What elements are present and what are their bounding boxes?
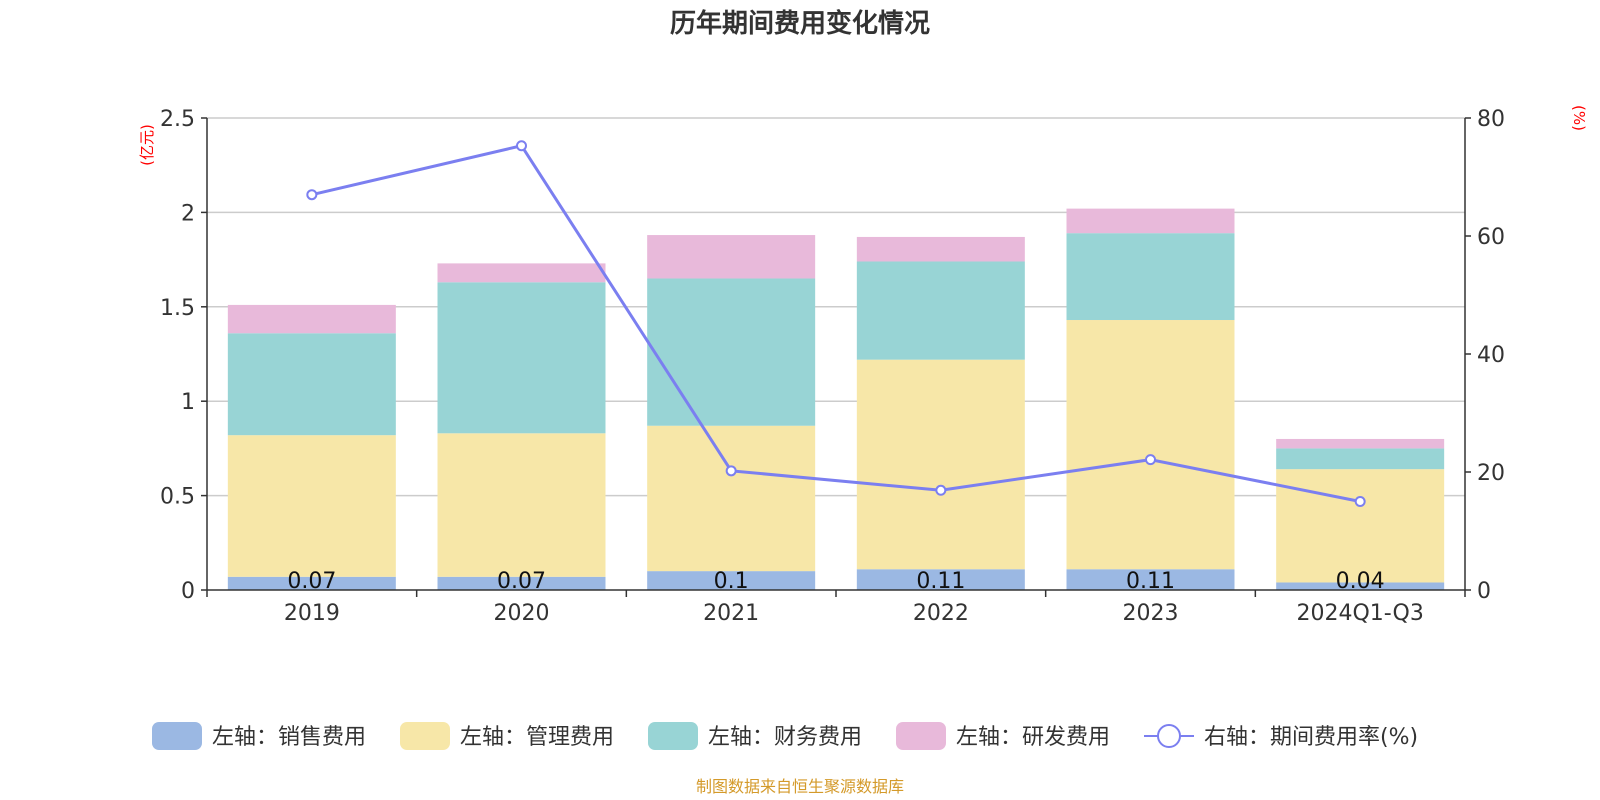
bar-segment [1276, 582, 1445, 590]
legend-swatch [896, 722, 946, 750]
bar-segment [856, 236, 1025, 262]
bar-segment [1276, 469, 1445, 583]
legend: 左轴：销售费用 左轴：管理费用 左轴：财务费用 左轴：研发费用 右轴：期间费用率(%) [152, 722, 1418, 750]
bar-segment [647, 571, 816, 590]
right-axis-tick-label: 40 [1477, 343, 1505, 368]
rate-line-series [306, 140, 1366, 507]
rate-point [1145, 454, 1156, 466]
rate-point [1354, 496, 1366, 507]
legend-swatch [400, 722, 450, 750]
x-axis-tick-label: 2024Q1-Q3 [1296, 601, 1423, 626]
bar-segment [856, 569, 1025, 590]
bar-segment [647, 425, 816, 572]
legend-swatch [152, 722, 202, 750]
bar-segment [647, 278, 816, 426]
bar-segment [647, 235, 816, 279]
bar-segment [227, 576, 396, 590]
bar-segment [1066, 233, 1235, 321]
bar-segment [227, 304, 396, 334]
grid-lines [207, 117, 1465, 497]
rate-point [935, 484, 947, 496]
legend-label: 左轴：管理费用 [460, 725, 614, 750]
left-axis-tick-label: 1 [181, 390, 195, 415]
x-axis-tick-label: 2022 [913, 601, 969, 626]
bar-segment [227, 333, 396, 436]
axes: 0 0.5 1 1.5 2 2.5 0 20 40 60 80 2019 2020 2021 2022 202… [160, 107, 1505, 626]
left-axis-unit: (亿元) [138, 124, 156, 166]
legend-swatch-marker [1157, 724, 1181, 748]
bar-segment [437, 282, 606, 434]
left-axis-tick-label: 2 [181, 201, 195, 226]
legend-label: 左轴：财务费用 [708, 725, 862, 750]
right-axis-unit: (%) [1570, 105, 1588, 131]
bar-segment [1066, 208, 1235, 234]
rate-point [306, 189, 318, 201]
x-axis-tick-label: 2021 [703, 601, 759, 626]
right-axis-tick-label: 20 [1477, 461, 1505, 486]
bar-segment [1276, 448, 1445, 470]
bar-segment [437, 433, 606, 577]
x-axis-tick-label: 2019 [284, 601, 340, 626]
bar-segment [1066, 569, 1235, 590]
rate-line [311, 144, 1361, 503]
bar-segment [1276, 438, 1445, 449]
rate-point [516, 140, 527, 152]
legend-label: 右轴：期间费用率(%) [1204, 725, 1418, 750]
rate-point [725, 465, 737, 477]
bar-series [227, 208, 1445, 590]
chart-title: 历年期间费用变化情况 [670, 8, 930, 39]
left-axis-tick-label: 0 [181, 579, 195, 604]
bar-segment [856, 261, 1025, 360]
left-axis-tick-label: 1.5 [160, 296, 195, 321]
bar-segment [1066, 320, 1235, 570]
legend-label: 左轴：销售费用 [212, 725, 366, 750]
bar-segment [856, 359, 1025, 570]
right-axis-tick-label: 60 [1477, 225, 1505, 250]
x-axis-tick-label: 2020 [494, 601, 550, 626]
x-axis-tick-label: 2023 [1123, 601, 1179, 626]
bar-segment [227, 435, 396, 577]
bar-segment [437, 263, 606, 283]
right-axis-tick-label: 80 [1477, 107, 1505, 132]
right-axis-tick-label: 0 [1477, 579, 1491, 604]
bar-segment [437, 576, 606, 590]
legend-label: 左轴：研发费用 [956, 725, 1110, 750]
left-axis-tick-label: 2.5 [160, 107, 195, 132]
legend-swatch [648, 722, 698, 750]
left-axis-tick-label: 0.5 [160, 485, 195, 510]
source-note: 制图数据来自恒生聚源数据库 [696, 777, 904, 796]
